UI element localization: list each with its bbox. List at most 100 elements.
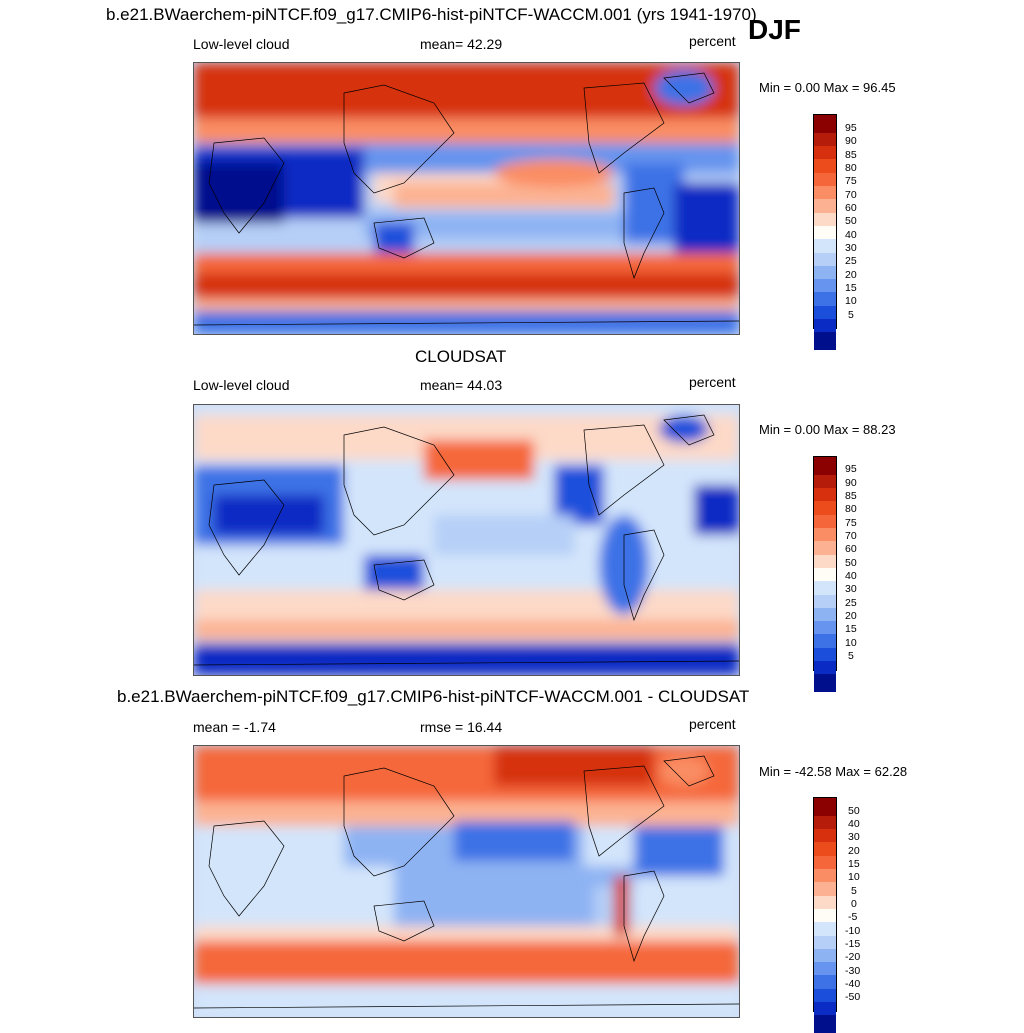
colorbar-swatch <box>814 225 836 240</box>
colorbar-swatch <box>814 239 836 253</box>
colorbar-tick: -50 <box>845 991 861 1003</box>
panel-2-map <box>193 404 740 676</box>
panel-2-left-label: Low-level cloud <box>193 377 290 393</box>
colorbar-swatch <box>814 305 836 320</box>
season-label: DJF <box>748 14 801 45</box>
colorbar-swatch <box>814 279 836 293</box>
colorbar-swatch <box>814 647 836 662</box>
colorbar-tick: 70 <box>845 189 857 201</box>
colorbar-tick: 25 <box>845 255 857 267</box>
colorbar-swatch <box>814 948 836 963</box>
panel-1-units: percent <box>689 33 736 49</box>
colorbar-tick: 10 <box>845 295 857 307</box>
colorbar-tick: -10 <box>845 925 861 937</box>
colorbar-tick: 85 <box>845 490 857 502</box>
colorbar-swatch <box>814 855 836 869</box>
colorbar-swatch <box>814 527 836 542</box>
colorbar-tick: 0 <box>851 898 857 910</box>
panel-2-mean-label: mean= 44.03 <box>420 377 503 393</box>
colorbar-swatch <box>814 607 836 622</box>
colorbar-tick: 80 <box>845 503 857 515</box>
panel-1-mean-label: mean= 42.29 <box>420 36 503 52</box>
colorbar-swatch <box>814 132 836 147</box>
panel-1-minmax: Min = 0.00 Max = 96.45 <box>759 80 896 95</box>
colorbar-swatch <box>814 1002 836 1016</box>
panel-1-left-label: Low-level cloud <box>193 36 290 52</box>
colorbar-swatch <box>814 634 836 648</box>
colorbar-tick: 15 <box>845 623 857 635</box>
colorbar-swatch <box>814 457 836 475</box>
colorbar-tick: 15 <box>845 282 857 294</box>
colorbar-swatch <box>814 674 836 693</box>
colorbar-tick: 15 <box>848 858 860 870</box>
colorbar-tick: 60 <box>845 543 857 555</box>
colorbar-swatch <box>814 541 836 555</box>
panel-3-mean-label: mean = -1.74 <box>193 719 276 735</box>
colorbar-swatch <box>814 265 836 280</box>
colorbar-tick: 50 <box>845 215 857 227</box>
colorbar-swatch <box>814 115 836 133</box>
colorbar-swatch <box>814 661 836 675</box>
colorbar-tick: 20 <box>848 845 860 857</box>
colorbar-tick: 50 <box>848 805 860 817</box>
colorbar-swatch <box>814 501 836 515</box>
colorbar-swatch <box>814 868 836 883</box>
colorbar-tick: 50 <box>845 557 857 569</box>
panel-3-map <box>193 745 740 1018</box>
colorbar-tick: 30 <box>845 242 857 254</box>
colorbar-swatch <box>814 882 836 896</box>
colorbar-tick: 10 <box>845 637 857 649</box>
colorbar-swatch <box>814 185 836 200</box>
colorbar-swatch <box>814 172 836 186</box>
colorbar-swatch <box>814 319 836 333</box>
colorbar-tick: 25 <box>845 597 857 609</box>
colorbar-tick: 95 <box>845 122 857 134</box>
colorbar-tick: 80 <box>845 162 857 174</box>
colorbar-tick: 75 <box>845 175 857 187</box>
colorbar-swatch <box>814 908 836 923</box>
panel-1-colorbar <box>813 114 837 351</box>
colorbar-tick: -40 <box>845 978 861 990</box>
panel-3-colorbar <box>813 797 837 1033</box>
panel-3-title: b.e21.BWaerchem-piNTCF.f09_g17.CMIP6-his… <box>117 687 750 706</box>
colorbar-swatch <box>814 581 836 595</box>
panel-3-units: percent <box>689 716 736 732</box>
colorbar-swatch <box>814 159 836 173</box>
colorbar-swatch <box>814 252 836 266</box>
colorbar-swatch <box>814 554 836 568</box>
colorbar-swatch <box>814 212 836 226</box>
colorbar-tick: -20 <box>845 951 861 963</box>
panel-3-rmse-label: rmse = 16.44 <box>420 719 503 735</box>
colorbar-swatch <box>814 292 836 306</box>
colorbar-tick: -30 <box>845 965 861 977</box>
panel-1-map <box>193 62 740 335</box>
colorbar-tick: 20 <box>845 269 857 281</box>
colorbar-tick: -5 <box>848 911 858 923</box>
colorbar-swatch <box>814 962 836 976</box>
colorbar-swatch <box>814 594 836 608</box>
colorbar-tick: 90 <box>845 135 857 147</box>
colorbar-swatch <box>814 922 836 936</box>
panel-2-minmax: Min = 0.00 Max = 88.23 <box>759 422 896 437</box>
colorbar-swatch <box>814 1015 836 1033</box>
colorbar-swatch <box>814 935 836 949</box>
colorbar-tick: 5 <box>851 885 857 897</box>
colorbar-swatch <box>814 332 836 351</box>
colorbar-tick: 95 <box>845 463 857 475</box>
colorbar-swatch <box>814 199 836 213</box>
colorbar-swatch <box>814 474 836 489</box>
colorbar-tick: 40 <box>845 570 857 582</box>
colorbar-tick: 60 <box>845 202 857 214</box>
colorbar-swatch <box>814 146 836 160</box>
colorbar-tick: 40 <box>848 818 860 830</box>
colorbar-swatch <box>814 895 836 909</box>
colorbar-tick: 85 <box>845 149 857 161</box>
colorbar-tick: 40 <box>845 229 857 241</box>
panel-3-minmax: Min = -42.58 Max = 62.28 <box>759 764 908 779</box>
colorbar-tick: 75 <box>845 517 857 529</box>
colorbar-swatch <box>814 488 836 502</box>
colorbar-tick: 10 <box>848 871 860 883</box>
panel-2-title: CLOUDSAT <box>415 347 507 366</box>
colorbar-swatch <box>814 975 836 989</box>
colorbar-tick: 30 <box>848 831 860 843</box>
